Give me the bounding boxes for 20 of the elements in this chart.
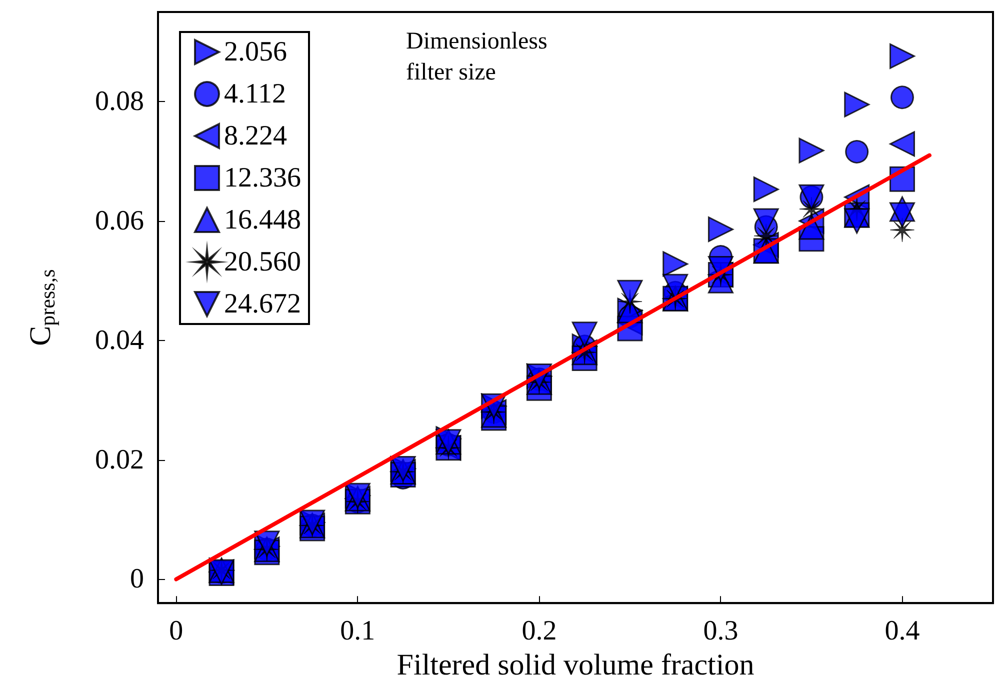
y-tick-label: 0.02 [95,444,144,476]
x-tick-label: 0 [169,616,184,647]
x-axis-title: Filtered solid volume fraction [396,648,754,682]
legend-label: 2.056 [224,36,287,68]
x-tick-label: 0.1 [340,616,376,647]
y-tick-label: 0.04 [95,324,144,356]
y-tick-label: 0.06 [95,205,144,236]
legend-label: 4.112 [224,78,286,110]
legend-label: 8.224 [224,120,287,152]
legend-label: 16.448 [224,204,301,236]
x-tick-label: 0.2 [522,616,557,647]
y-tick-label: 0.08 [95,86,144,118]
y-axis-title: Cpress,s [24,269,60,346]
y-tick-label: 0 [130,564,144,595]
legend-label: 20.560 [224,246,301,278]
legend-title: Dimensionless filter size [406,28,548,86]
x-tick-label: 0.4 [884,616,920,647]
legend-label: 24.672 [224,288,301,320]
legend-label: 12.336 [224,162,301,194]
x-tick-label: 0.3 [703,616,738,647]
